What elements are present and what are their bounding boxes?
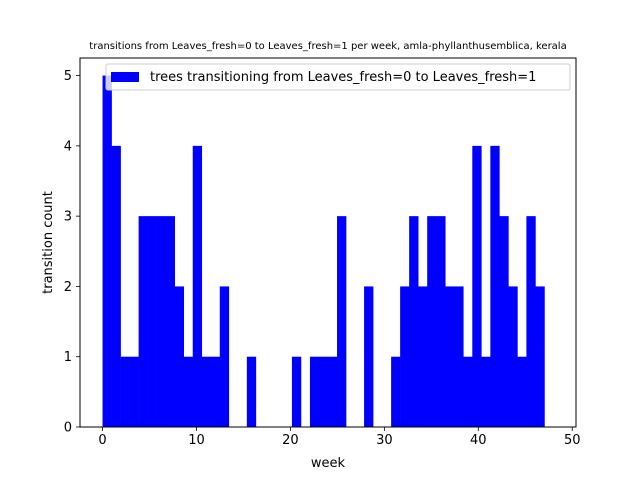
histogram-bar — [246, 356, 257, 427]
y-axis-ticks: 0 1 2 3 4 5 — [64, 69, 80, 436]
x-tick-label: 40 — [470, 433, 487, 448]
histogram-bar — [174, 286, 185, 427]
histogram-bar — [156, 216, 166, 427]
histogram-bar — [418, 286, 428, 427]
x-axis-ticks: 0 10 20 30 40 50 — [98, 427, 581, 448]
histogram-bar — [147, 216, 157, 427]
histogram-bar — [409, 216, 419, 427]
y-tick-label: 3 — [64, 210, 72, 225]
histogram-bar — [535, 286, 545, 427]
plot-frame — [79, 57, 577, 428]
legend: trees transitioning from Leaves_fresh=0 … — [105, 63, 571, 91]
histogram-bar — [102, 75, 112, 428]
histogram-bar — [337, 216, 347, 427]
histogram-bar — [328, 356, 338, 427]
histogram-bar — [138, 216, 148, 427]
y-tick-label: 4 — [64, 139, 72, 154]
x-tick-label: 20 — [282, 433, 299, 448]
histogram-bar — [391, 356, 401, 427]
histogram-bar — [120, 356, 130, 427]
legend-swatch — [111, 72, 139, 82]
histogram-bar — [165, 216, 175, 427]
histogram-bar — [454, 286, 464, 427]
histogram-bar — [219, 286, 230, 427]
histogram-bar — [463, 356, 473, 427]
histogram-bar — [129, 356, 139, 427]
histogram-bar — [192, 145, 203, 427]
histogram-bar — [318, 356, 329, 427]
histogram-bar — [427, 216, 437, 427]
bars-group — [102, 75, 545, 428]
x-tick-label: 0 — [98, 433, 106, 448]
x-axis-label: week — [311, 456, 346, 471]
y-tick-label: 2 — [64, 280, 72, 295]
histogram-bar — [210, 356, 221, 427]
histogram-bar — [111, 145, 121, 427]
histogram-bar — [508, 286, 518, 427]
histogram-bar — [490, 145, 500, 427]
histogram-bar — [291, 356, 302, 427]
histogram-bar — [309, 356, 320, 427]
y-tick-label: 1 — [64, 350, 72, 365]
histogram-bar — [445, 286, 455, 427]
legend-box — [105, 63, 571, 91]
histogram-bar — [436, 216, 446, 427]
x-tick-label: 10 — [188, 433, 205, 448]
y-tick-label: 5 — [64, 69, 72, 84]
histogram-bar — [499, 216, 509, 427]
y-tick-label: 0 — [64, 421, 72, 436]
histogram-bar — [364, 286, 374, 427]
histogram-bar — [481, 356, 491, 427]
y-axis-label: transition count — [41, 191, 56, 294]
legend-label: trees transitioning from Leaves_fresh=0 … — [150, 70, 536, 85]
histogram-bar — [472, 145, 482, 427]
chart-title: transitions from Leaves_fresh=0 to Leave… — [89, 41, 566, 52]
histogram-bar — [183, 356, 194, 427]
histogram-bar — [201, 356, 212, 427]
histogram-bar — [400, 286, 410, 427]
histogram-bar — [526, 216, 536, 427]
histogram-bar — [517, 356, 527, 427]
x-tick-label: 30 — [376, 433, 393, 448]
x-tick-label: 50 — [564, 433, 581, 448]
